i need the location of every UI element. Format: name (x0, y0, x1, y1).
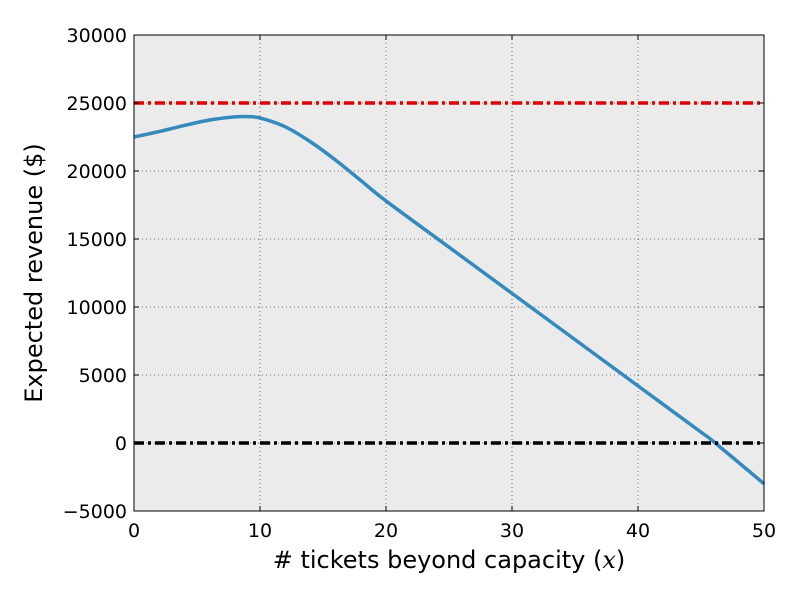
x-tick-label: 30 (500, 520, 524, 542)
x-axis-label-close: ) (616, 546, 625, 574)
y-tick-label: 10000 (67, 297, 127, 319)
plot-frame (133, 34, 765, 512)
x-tick-label: 10 (248, 520, 272, 542)
x-axis-label: # tickets beyond capacity (x) (273, 546, 626, 574)
ticks: 0 10 20 30 40 50−5000050001000015000200002500… (63, 25, 776, 542)
y-tick-label: 0 (115, 433, 127, 455)
x-axis-label-text: # tickets beyond capacity ( (273, 546, 603, 574)
x-tick-label: 40 (626, 520, 650, 542)
y-tick-label: 25000 (67, 93, 127, 115)
x-axis-label-variable: x (602, 546, 616, 574)
y-tick-label: 15000 (67, 229, 127, 251)
x-tick-label: 20 (374, 520, 398, 542)
y-tick-label: −5000 (63, 501, 127, 523)
y-axis-label: Expected revenue ($) (20, 143, 48, 403)
y-tick-label: 20000 (67, 161, 127, 183)
x-tick-label: 0 (128, 520, 140, 542)
series-group (133, 101, 766, 486)
y-tick-label: 30000 (67, 25, 127, 47)
x-tick-label: 50 (752, 520, 776, 542)
plot-area (134, 35, 764, 511)
y-tick-label: 5000 (79, 365, 127, 387)
revenue-curve (133, 114, 766, 486)
